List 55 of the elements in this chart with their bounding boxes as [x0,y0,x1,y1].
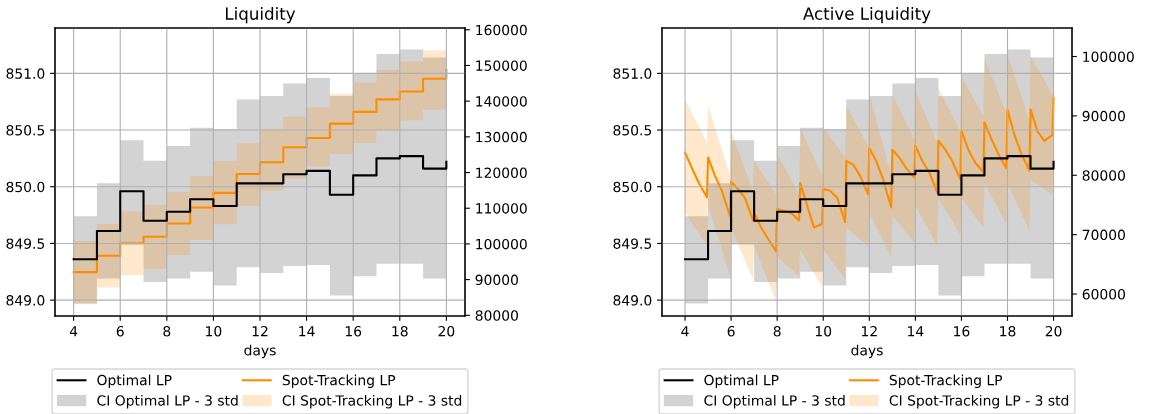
y-tick-label: 850.5 [613,125,652,136]
legend-label: CI Optimal LP - 3 std [704,394,845,409]
y2-tick-label: 80000 [1082,170,1125,181]
x-axis-title: days [244,344,276,359]
y2-tick-label: 100000 [1083,51,1134,62]
y-tick-label: 849.0 [6,295,45,306]
y2-tick-label: 140000 [476,96,527,107]
x-tick-label: 18 [1000,325,1016,337]
x-tick-label: 10 [206,325,222,337]
y-tick-label: 849.5 [613,238,652,249]
x-tick-label: 20 [1045,325,1062,337]
x-tick-label: 12 [252,325,268,337]
legend-label: Spot-Tracking LP [282,374,396,389]
y2-tick-label: 80000 [475,310,518,321]
y-tick-label: 851.0 [6,68,45,79]
x-tick-label: 14 [908,326,924,337]
y-tick-label: 850.5 [6,125,45,136]
x-tick-label: 10 [815,325,832,337]
y-tick-label: 850.0 [613,181,652,193]
x-tick-label: 6 [727,325,735,337]
y-tick-label: 849.0 [613,295,652,306]
chart-title: Active Liquidity [803,7,931,24]
y2-tick-label: 130000 [476,131,527,143]
x-tick-label: 18 [392,325,408,337]
x-tick-label: 16 [345,325,362,337]
x-tick-label: 8 [773,325,781,337]
y2-tick-label: 60000 [1082,289,1125,300]
y2-tick-label: 90000 [1082,110,1125,122]
y2-tick-label: 90000 [475,274,518,286]
legend-label: CI Spot-Tracking LP - 3 std [889,394,1069,409]
y2-tick-label: 110000 [476,203,527,214]
x-tick-label: 8 [163,325,171,337]
x-tick-label: 12 [861,325,877,337]
legend-label: Optimal LP [97,374,172,389]
x-tick-label: 4 [69,326,78,337]
legend-label: Spot-Tracking LP [889,374,1003,389]
x-axis-title: days [851,344,883,359]
y2-tick-label: 150000 [476,60,527,71]
legend-label: CI Optimal LP - 3 std [97,394,238,409]
y2-tick-label: 100000 [476,238,527,250]
x-tick-label: 14 [299,326,315,337]
x-tick-label: 20 [438,325,455,337]
y2-tick-label: 160000 [476,24,527,36]
y-tick-label: 850.0 [6,181,45,193]
y2-tick-label: 70000 [1082,229,1125,241]
y2-tick-label: 120000 [476,167,527,179]
y-tick-label: 849.5 [6,238,45,249]
legend-label: CI Spot-Tracking LP - 3 std [282,394,462,409]
line-series [683,97,1055,253]
y-tick-label: 851.0 [613,68,652,79]
x-tick-label: 16 [954,325,970,337]
legend-label: Optimal LP [704,374,779,389]
x-tick-label: 4 [681,326,689,337]
x-tick-label: 6 [116,325,124,337]
chart-title: Liquidity [225,7,296,24]
